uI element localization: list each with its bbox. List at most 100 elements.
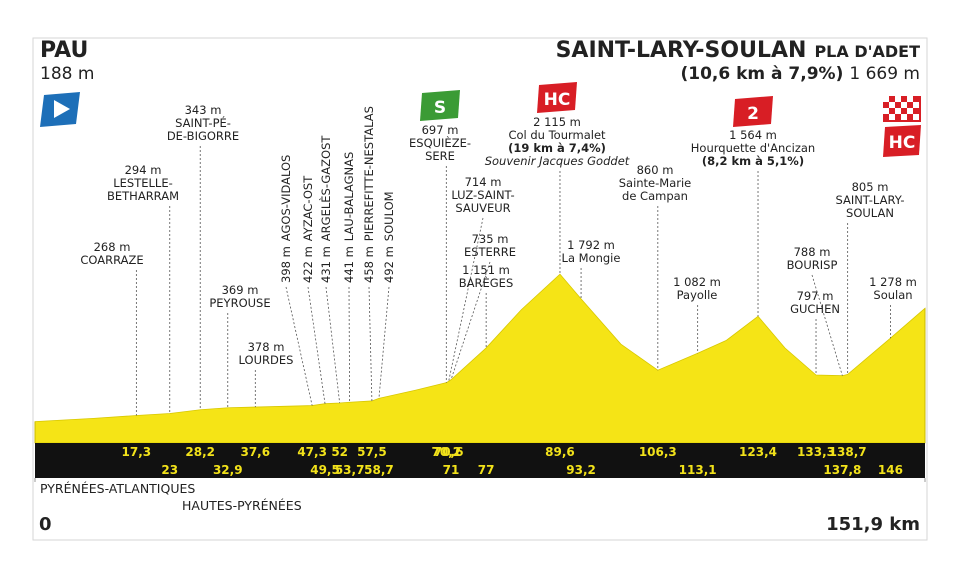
waypoint-name: GUCHEN [790,302,840,316]
finish-climb: (10,6 km à 7,9%) [680,64,843,84]
waypoint-elevation: 492 m [382,246,396,283]
waypoint-elevation: 797 m [797,289,834,303]
km-label: 37,6 [240,445,270,459]
km-label: 133,3 [797,445,835,459]
waypoint-label: 492 m SOULOM [382,191,396,283]
km-label: 138,7 [829,445,867,459]
km-label: 28,2 [185,445,215,459]
km-label: 47,3 [297,445,327,459]
finish-elevation: 1 669 m [849,64,920,84]
waypoint-elevation: 735 m [472,232,509,246]
waypoint-name: BARÈGES [459,275,514,290]
waypoint-elevation: 1 792 m [567,238,615,252]
category-label: HC [544,90,571,110]
finish-title: SAINT-LARY-SOULAN PLA D'ADET [556,38,921,63]
km-label: 123,4 [739,445,777,459]
x-tick-label: 151,9 km [826,514,920,535]
waypoint-name: Souvenir Jacques Goddet [485,154,630,168]
km-label: 17,3 [122,445,152,459]
start-name: PAU [40,38,88,63]
waypoint-name: Sainte-Marie [619,176,692,190]
waypoint-elevation: 431 m [319,246,333,283]
km-label: 53,7 [335,463,365,477]
waypoint-name: SAUVEUR [455,201,510,215]
waypoint-name: BETHARRAM [107,189,179,203]
km-label: 113,1 [679,463,717,477]
km-label: 71 [443,463,460,477]
waypoint-name: SERE [425,149,455,163]
waypoint-elevation: 398 m [279,246,293,283]
waypoint-name: (19 km à 7,4%) [508,141,606,155]
waypoint-leader [307,286,326,404]
waypoint-leader [285,286,313,406]
category-icon [420,90,460,121]
profile-area [34,273,926,444]
waypoint-name: Col du Tourmalet [508,128,606,142]
waypoint-leader [325,286,341,404]
waypoint-name: LOURDES [239,353,294,367]
waypoint-elevation: 422 m [301,246,315,283]
category-icon [733,96,773,127]
waypoint-elevation: 697 m [422,123,459,137]
finish-name: SAINT-LARY-SOULAN [556,38,807,63]
km-label: 70,6 [434,445,464,459]
km-label: 52 [331,445,348,459]
waypoint-label: 441 m LAU-BALAGNAS [342,152,356,283]
km-label: 70,2 [432,445,462,459]
waypoint-name: SAINT-PÉ- [175,115,231,130]
waypoint-elevation: 714 m [465,175,502,189]
waypoint-name: ARGELÈS-GAZOST [318,135,333,242]
finish-category: HC [889,133,916,153]
km-label: 77 [478,463,495,477]
finish-suffix: PLA D'ADET [814,42,920,61]
waypoint-elevation: 441 m [342,246,356,283]
km-label: 58,7 [364,463,394,477]
waypoint-name: PIERREFITTE-NESTALAS [362,106,376,241]
waypoint-name: Soulan [873,288,912,302]
km-label: 146 [878,463,903,477]
waypoint-leader [811,274,843,376]
waypoint-leader [378,286,390,399]
category-label: 2 [747,104,759,124]
km-label: 57,5 [357,445,387,459]
frame [32,37,928,541]
waypoint-leader [348,286,351,403]
km-label: 137,8 [823,463,861,477]
km-label: 93,2 [566,463,596,477]
waypoint-name: de Campan [622,189,688,203]
waypoint-name: COARRAZE [80,253,143,267]
waypoint-name: ESTERRE [464,245,516,259]
waypoint-elevation: 2 115 m [533,115,581,129]
waypoint-name: LESTELLE- [113,176,173,190]
km-label: 106,3 [639,445,677,459]
km-label: 23 [161,463,178,477]
waypoint-elevation: 369 m [222,283,259,297]
waypoint-elevation: 805 m [852,180,889,194]
waypoint-name: LUZ-SAINT- [451,188,514,202]
x-tick-label: 0 [39,514,52,535]
waypoint-elevation: 458 m [362,246,376,283]
waypoint-name: SAINT-LARY- [835,193,904,207]
region-label: HAUTES-PYRÉNÉES [182,498,302,513]
waypoint-elevation: 1 082 m [673,275,721,289]
waypoint-name: LAU-BALAGNAS [342,152,356,241]
waypoint-elevation: 378 m [248,340,285,354]
waypoint-leader [368,286,373,401]
waypoint-name: (8,2 km à 5,1%) [702,154,804,168]
waypoint-name: Hourquette d'Ancizan [691,141,815,155]
waypoint-elevation: 1 151 m [462,263,510,277]
waypoint-name: ESQUIÈZE- [409,135,471,150]
waypoint-name: AYZAC-OST [301,175,315,241]
km-label: 32,9 [213,463,243,477]
waypoint-name: SOULAN [846,206,894,220]
finish-info: (10,6 km à 7,9%) 1 669 m [680,64,920,84]
waypoint-label: 458 m PIERREFITTE-NESTALAS [362,106,376,283]
waypoint-elevation: 1 278 m [869,275,917,289]
waypoint-name: BOURISP [787,258,838,272]
waypoint-elevation: 294 m [125,163,162,177]
waypoint-name: PEYROUSE [209,296,270,310]
km-band [35,443,925,478]
waypoint-elevation: 788 m [794,245,831,259]
waypoint-name: DE-BIGORRE [167,129,239,143]
